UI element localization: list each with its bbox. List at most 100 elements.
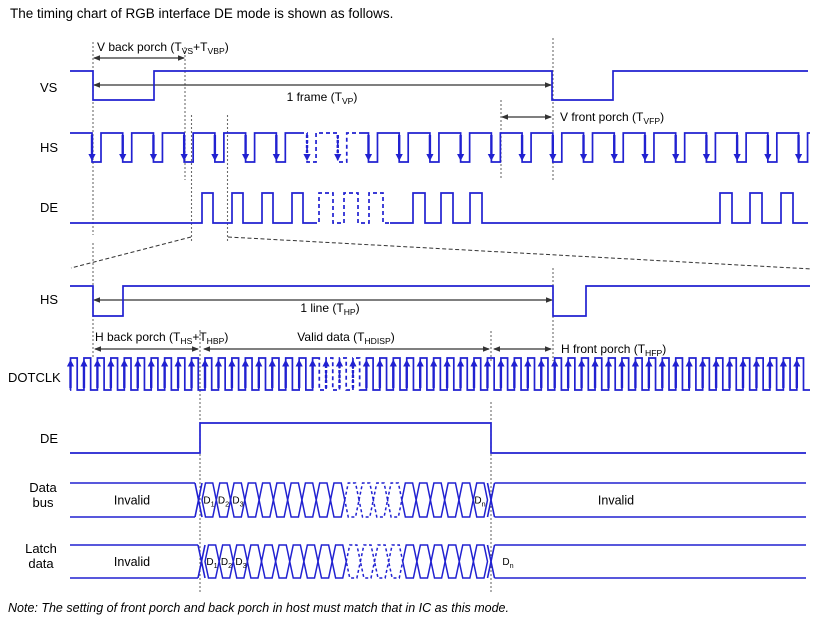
dotclk-waveform-edge-arrow-head [309, 359, 317, 367]
latch-data-bus-cell [345, 544, 362, 579]
dotclk-waveform-edge-arrow-head [483, 359, 492, 367]
dotclk-waveform [363, 357, 810, 391]
h-front-porch-arrowhead-left [493, 346, 500, 352]
latch-data-label: Latch [25, 541, 57, 556]
data-bus-invalid-label: Invalid [598, 494, 634, 508]
data-bus-cell [401, 482, 417, 518]
dotclk-waveform-edge-arrow-head [389, 359, 397, 367]
dotclk-waveform-edge-arrow-head [362, 359, 370, 367]
v-back-porch-arrowhead-left [93, 55, 100, 61]
dotclk-waveform-edge-arrow-head [187, 359, 196, 367]
dotclk-waveform-edge-arrow-head [497, 359, 505, 367]
hs-top-waveform-edge-arrow-head [242, 154, 250, 161]
dotclk-waveform-edge-arrow-head [524, 359, 532, 367]
data-bus-data-label: Dn [474, 496, 485, 509]
hs-top-waveform [70, 132, 300, 163]
one-frame-arrowhead-right [545, 82, 552, 88]
hs-top-waveform-dashed [300, 132, 362, 163]
dotclk-waveform-edge-arrow-head [201, 359, 209, 367]
data-bus-cell [244, 482, 260, 518]
dotclk-waveform-edge-arrow-head [241, 359, 249, 367]
dotclk-waveform-edge-arrow-head [416, 359, 424, 367]
h-back-porch-arrowhead-left [94, 346, 101, 352]
latch-data-bus-cell [401, 544, 418, 579]
dotclk-waveform-edge-arrow-head [685, 359, 693, 367]
data-bus-data-label: D2 [218, 496, 229, 509]
dotclk-waveform-edge-arrow-head [739, 359, 747, 367]
dotclk-waveform-edge-arrow-head [214, 359, 223, 367]
de-bottom-label: DE [40, 431, 58, 446]
hs-top-waveform-edge-arrow-head [88, 154, 96, 161]
data-bus-cell [343, 482, 360, 518]
data-bus-cross-out [486, 482, 496, 518]
hs-top-waveform-edge-arrow-head [426, 154, 434, 161]
hs-top-waveform-edge-arrow-head [610, 154, 618, 161]
latch-data-bus-cell [444, 544, 461, 579]
latch-data-bus-cross-in [197, 544, 206, 579]
latch-data-bus-data-label: Dn [502, 557, 513, 570]
dotclk-waveform-edge-arrow-head [107, 359, 115, 367]
hs-bottom-waveform [70, 285, 810, 317]
dotclk-label: DOTCLK [8, 370, 61, 385]
latch-data-bus-cell [274, 544, 291, 579]
dotclk-waveform-edge-arrow-head [430, 359, 438, 367]
dotclk-waveform [69, 357, 317, 391]
dotclk-waveform-dashed [317, 357, 363, 391]
de-top-waveform [390, 192, 808, 224]
vs-waveform [70, 70, 808, 101]
dotclk-waveform-edge-arrow-head [147, 359, 155, 367]
hs-top-waveform-edge-arrow-head [733, 154, 741, 161]
one-line-label: 1 line (THP) [300, 301, 359, 317]
dotclk-waveform-edge-arrow-head [779, 359, 787, 367]
dotclk-waveform-edge-arrow-head [403, 359, 411, 367]
valid-data-label: Valid data (THDISP) [297, 330, 394, 346]
latch-data-label: data [28, 556, 54, 571]
one-line-arrowhead-right [546, 297, 553, 303]
data-bus-cell [258, 482, 275, 518]
hs-top-waveform-edge-arrow-head [334, 154, 342, 161]
dotclk-waveform-edge-arrow-head [699, 359, 707, 367]
dotclk-waveform-edge-arrow-head [470, 359, 478, 367]
de-bottom-waveform [70, 422, 806, 454]
dotclk-waveform-edge-arrow-head [322, 359, 330, 367]
data-bus-cell [301, 482, 317, 518]
de-top-waveform [70, 192, 313, 224]
de-top-label: DE [40, 200, 58, 215]
latch-data-bus-cell [373, 544, 390, 579]
latch-data-bus-cell [458, 544, 475, 579]
dotclk-waveform-edge-arrow-head [161, 359, 169, 367]
latch-data-bus-cell [317, 544, 333, 579]
dotclk-waveform-edge-arrow-head [282, 359, 290, 367]
h-front-porch-arrowhead-right [545, 346, 552, 352]
dotclk-waveform-edge-arrow-head [376, 359, 384, 367]
v-front-porch-arrowhead-left [501, 114, 508, 120]
dotclk-waveform-edge-arrow-head [443, 359, 451, 367]
footnote: Note: The setting of front porch and bac… [8, 601, 509, 615]
hs-top-waveform [362, 132, 810, 163]
hs-top-waveform-edge-arrow-head [487, 154, 495, 161]
dotclk-waveform-edge-arrow-head [66, 359, 75, 367]
hs-top-waveform-edge-arrow-head [764, 154, 772, 161]
hs-top-waveform-edge-arrow-head [579, 154, 588, 161]
latch-data-bus-data-label: D1 [206, 557, 217, 570]
one-frame-label: 1 frame (TVP) [287, 90, 358, 106]
dotclk-waveform-edge-arrow-head [564, 359, 572, 367]
hs-top-waveform-edge-arrow-head [119, 154, 127, 161]
data-bus-cell [472, 482, 489, 518]
dotclk-waveform-edge-arrow-head [268, 359, 276, 367]
latch-data-bus-data-label: D3 [235, 557, 246, 570]
valid-data-arrowhead-left [203, 346, 210, 352]
dotclk-waveform-edge-arrow-head [752, 359, 761, 367]
v-front-porch-label: V front porch (TVFP) [560, 110, 664, 126]
latch-data-bus-cell [303, 544, 319, 579]
hs-top-waveform-edge-arrow-head [180, 154, 188, 161]
latch-data-bus-cell [430, 544, 446, 579]
dotclk-waveform-edge-arrow-head [766, 359, 774, 367]
dotclk-waveform-edge-arrow-head [537, 359, 545, 367]
dotclk-waveform-edge-arrow-head [134, 359, 142, 367]
dotclk-waveform-edge-arrow-head [120, 359, 128, 367]
dotclk-waveform-edge-arrow-head [793, 359, 801, 367]
latch-data-bus-invalid-label: Invalid [114, 555, 150, 569]
dotclk-waveform-edge-arrow-head [712, 359, 720, 367]
hs-top-waveform-edge-arrow-head [211, 154, 219, 161]
